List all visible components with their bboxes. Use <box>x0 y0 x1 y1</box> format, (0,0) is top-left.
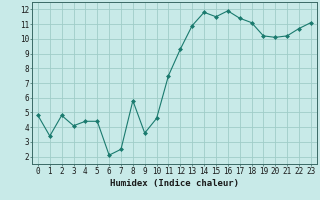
X-axis label: Humidex (Indice chaleur): Humidex (Indice chaleur) <box>110 179 239 188</box>
